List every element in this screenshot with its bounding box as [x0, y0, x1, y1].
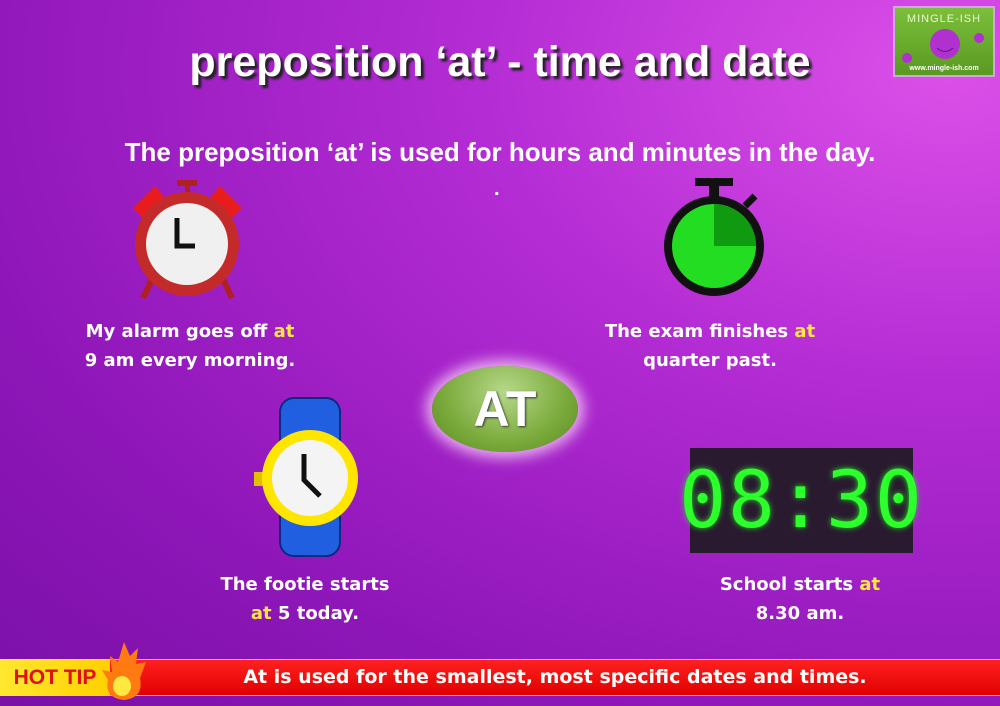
example-footie: The footie starts at 5 today. — [220, 574, 390, 624]
logo: MINGLE-ISH www.mingle-ish.com — [893, 6, 995, 77]
logo-url: www.mingle-ish.com — [909, 65, 979, 72]
example-exam: The exam finishes at quarter past. — [604, 321, 816, 371]
dot: . — [494, 178, 500, 200]
hot-tip-text: At is used for the smallest, most specif… — [243, 666, 867, 688]
hot-tip-label: HOT TIP — [0, 659, 110, 696]
example-school: School starts at 8.30 am. — [719, 574, 881, 624]
alarm-clock-icon — [133, 180, 242, 300]
digital-clock-icon: 08:30 — [679, 448, 922, 553]
wristwatch-icon — [254, 397, 358, 557]
example-alarm: My alarm goes off at 9 am every morning. — [84, 321, 296, 371]
hot-tip-bar — [0, 659, 1000, 696]
at-badge: AT — [432, 366, 578, 452]
page-title: preposition ‘at’ - time and date — [189, 38, 811, 86]
smiley-icon — [902, 29, 984, 63]
logo-name: MINGLE-ISH — [906, 13, 982, 25]
fire-icon — [102, 642, 146, 700]
subtitle: The preposition ‘at’ is used for hours a… — [124, 137, 876, 167]
stopwatch-icon — [664, 178, 764, 296]
